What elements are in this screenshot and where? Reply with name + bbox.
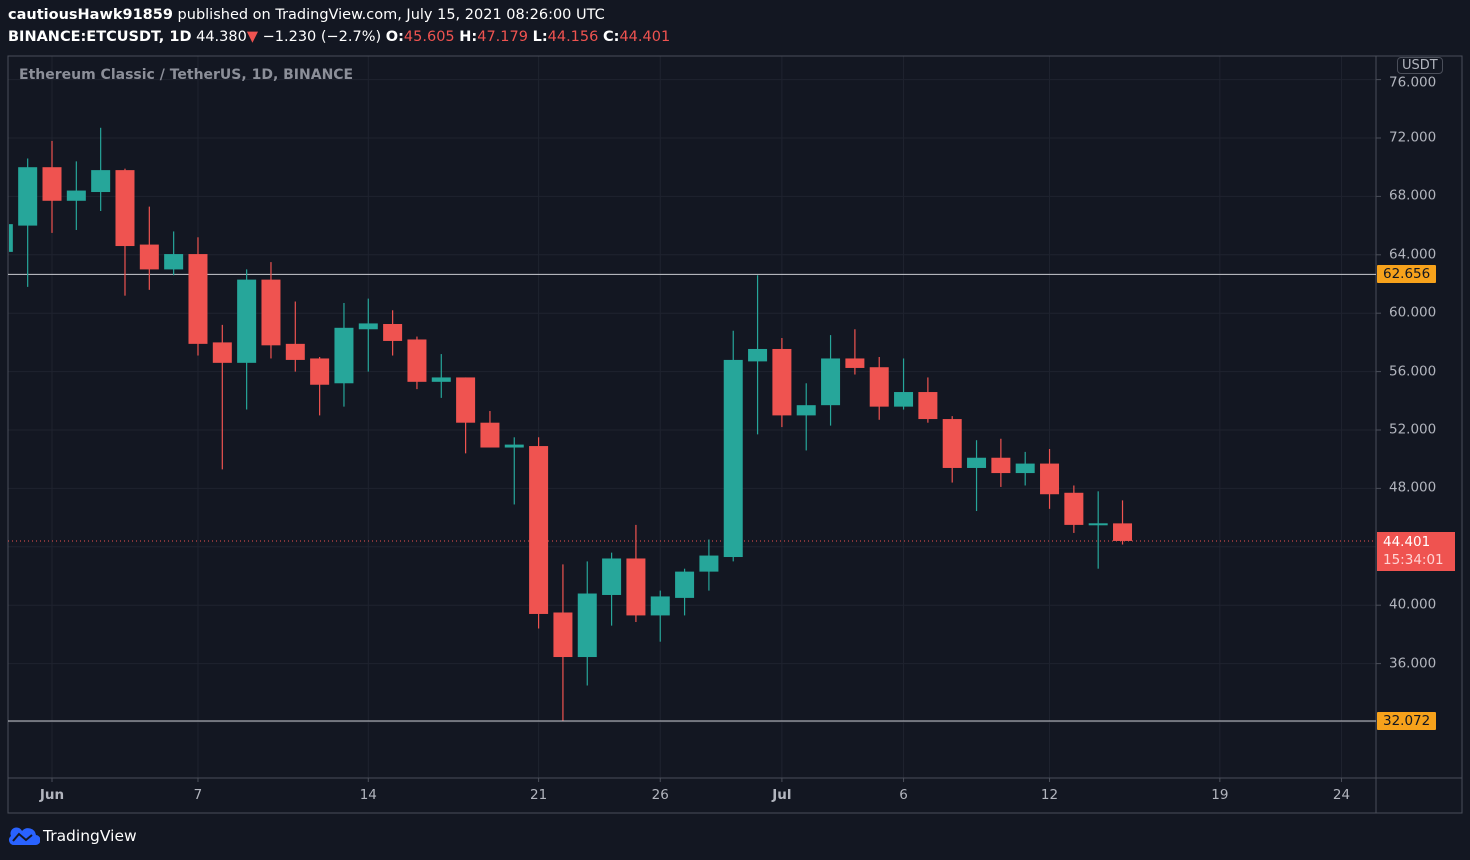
candle-body[interactable] bbox=[1113, 523, 1133, 541]
level-price-label: 62.656 bbox=[1377, 265, 1437, 284]
candle-body[interactable] bbox=[577, 593, 597, 658]
date-tick-label: Jul bbox=[772, 787, 792, 803]
candle-body[interactable] bbox=[529, 446, 549, 614]
price-tick-label: 52.000 bbox=[1389, 421, 1437, 438]
candle-body[interactable] bbox=[796, 405, 816, 416]
date-tick-label: 6 bbox=[899, 787, 908, 803]
candle-body[interactable] bbox=[942, 419, 962, 468]
low-label: L: bbox=[532, 29, 548, 45]
candle-body[interactable] bbox=[650, 596, 670, 616]
level-price-label: 32.072 bbox=[1377, 711, 1437, 730]
date-tick-label: 24 bbox=[1332, 787, 1351, 803]
candle-body[interactable] bbox=[431, 377, 451, 382]
candle-body[interactable] bbox=[0, 224, 13, 252]
publish-info: cautiousHawk91859 published on TradingVi… bbox=[8, 6, 605, 24]
ohlc-bar: BINANCE:ETCUSDT, 1D 44.380▼ −1.230 (−2.7… bbox=[8, 28, 670, 46]
candle-body[interactable] bbox=[91, 170, 111, 193]
candle-body[interactable] bbox=[383, 324, 403, 341]
open-label: O: bbox=[385, 29, 404, 45]
candle-body[interactable] bbox=[456, 377, 476, 423]
high-value: 47.179 bbox=[477, 29, 528, 45]
candle-body[interactable] bbox=[723, 359, 743, 558]
candle-body[interactable] bbox=[212, 342, 232, 363]
publish-text: published on TradingView.com, July 15, 2… bbox=[177, 7, 605, 23]
low-value: 44.156 bbox=[547, 29, 599, 45]
candle-body[interactable] bbox=[480, 422, 500, 448]
close-value: 44.401 bbox=[619, 29, 671, 45]
candle-body[interactable] bbox=[991, 457, 1011, 474]
candle-body[interactable] bbox=[675, 571, 695, 598]
candle-body[interactable] bbox=[310, 358, 330, 385]
last-value: 44.380 bbox=[196, 29, 247, 45]
brand-name: TradingView bbox=[43, 827, 137, 845]
change-value: −1.230 (−2.7%) bbox=[262, 29, 382, 45]
candle-body[interactable] bbox=[139, 244, 159, 270]
candle-body[interactable] bbox=[967, 457, 987, 468]
candle-body[interactable] bbox=[918, 392, 938, 420]
tradingview-logo[interactable]: TradingView bbox=[8, 826, 137, 846]
date-tick-label: 19 bbox=[1211, 787, 1229, 803]
candle-body[interactable] bbox=[334, 327, 354, 384]
candle-body[interactable] bbox=[42, 167, 62, 201]
candle-body[interactable] bbox=[1064, 492, 1084, 525]
candle-body[interactable] bbox=[869, 367, 889, 407]
symbol: BINANCE:ETCUSDT, 1D bbox=[8, 29, 192, 45]
price-tick-label: 48.000 bbox=[1389, 479, 1437, 496]
price-tick-label: 64.000 bbox=[1389, 246, 1437, 263]
candle-body[interactable] bbox=[66, 190, 86, 201]
author-name[interactable]: cautiousHawk91859 bbox=[8, 7, 173, 23]
candles bbox=[0, 127, 1133, 721]
candle-body[interactable] bbox=[602, 558, 622, 595]
candle-body[interactable] bbox=[772, 348, 792, 416]
date-tick-label: 12 bbox=[1040, 787, 1059, 803]
currency-unit-badge[interactable]: USDT bbox=[1397, 57, 1443, 74]
candle-body[interactable] bbox=[626, 558, 646, 616]
candle-body[interactable] bbox=[553, 612, 573, 658]
price-tick-label: 72.000 bbox=[1389, 129, 1437, 146]
bar-countdown: 15:34:01 bbox=[1383, 552, 1444, 568]
price-tick-label: 68.000 bbox=[1389, 187, 1437, 204]
date-tick-label: 21 bbox=[530, 787, 548, 803]
candle-body[interactable] bbox=[164, 254, 184, 270]
candle-body[interactable] bbox=[1088, 523, 1108, 526]
last-price-label: 44.401 15:34:01 bbox=[1377, 532, 1455, 571]
open-value: 45.605 bbox=[403, 29, 455, 45]
candle-body[interactable] bbox=[407, 339, 427, 382]
candle-body[interactable] bbox=[188, 254, 208, 344]
candle-body[interactable] bbox=[285, 343, 305, 360]
close-label: C: bbox=[602, 29, 620, 45]
down-arrow-icon: ▼ bbox=[246, 29, 258, 45]
candle-body[interactable] bbox=[821, 358, 841, 406]
candle-body[interactable] bbox=[699, 555, 719, 572]
price-tick-label: 76.000 bbox=[1389, 74, 1437, 91]
last-price-value: 44.401 bbox=[1383, 534, 1431, 550]
chart-frame bbox=[7, 55, 1463, 814]
price-tick-label: 56.000 bbox=[1389, 363, 1437, 380]
candle-body[interactable] bbox=[115, 170, 135, 247]
candle-body[interactable] bbox=[358, 323, 378, 330]
candle-body[interactable] bbox=[504, 444, 524, 448]
candle-body[interactable] bbox=[748, 348, 768, 362]
price-tick-label: 60.000 bbox=[1389, 304, 1437, 321]
candle-body[interactable] bbox=[1040, 463, 1060, 495]
candle-body[interactable] bbox=[1015, 463, 1035, 474]
tradingview-cloud-icon bbox=[9, 827, 40, 846]
date-tick-label: 14 bbox=[359, 787, 377, 803]
price-tick-label: 36.000 bbox=[1389, 655, 1437, 672]
candle-body[interactable] bbox=[18, 167, 38, 226]
candle-body[interactable] bbox=[894, 392, 914, 407]
candle-body[interactable] bbox=[845, 358, 865, 368]
date-tick-label: 7 bbox=[193, 787, 203, 803]
candle-body[interactable] bbox=[261, 279, 281, 346]
price-tick-label: 40.000 bbox=[1389, 596, 1437, 613]
chart-title: Ethereum Classic / TetherUS, 1D, BINANCE bbox=[19, 67, 354, 83]
high-label: H: bbox=[459, 29, 478, 45]
date-tick-label: 26 bbox=[651, 787, 669, 803]
candle-body[interactable] bbox=[237, 279, 257, 363]
date-tick-label: Jun bbox=[39, 787, 65, 803]
